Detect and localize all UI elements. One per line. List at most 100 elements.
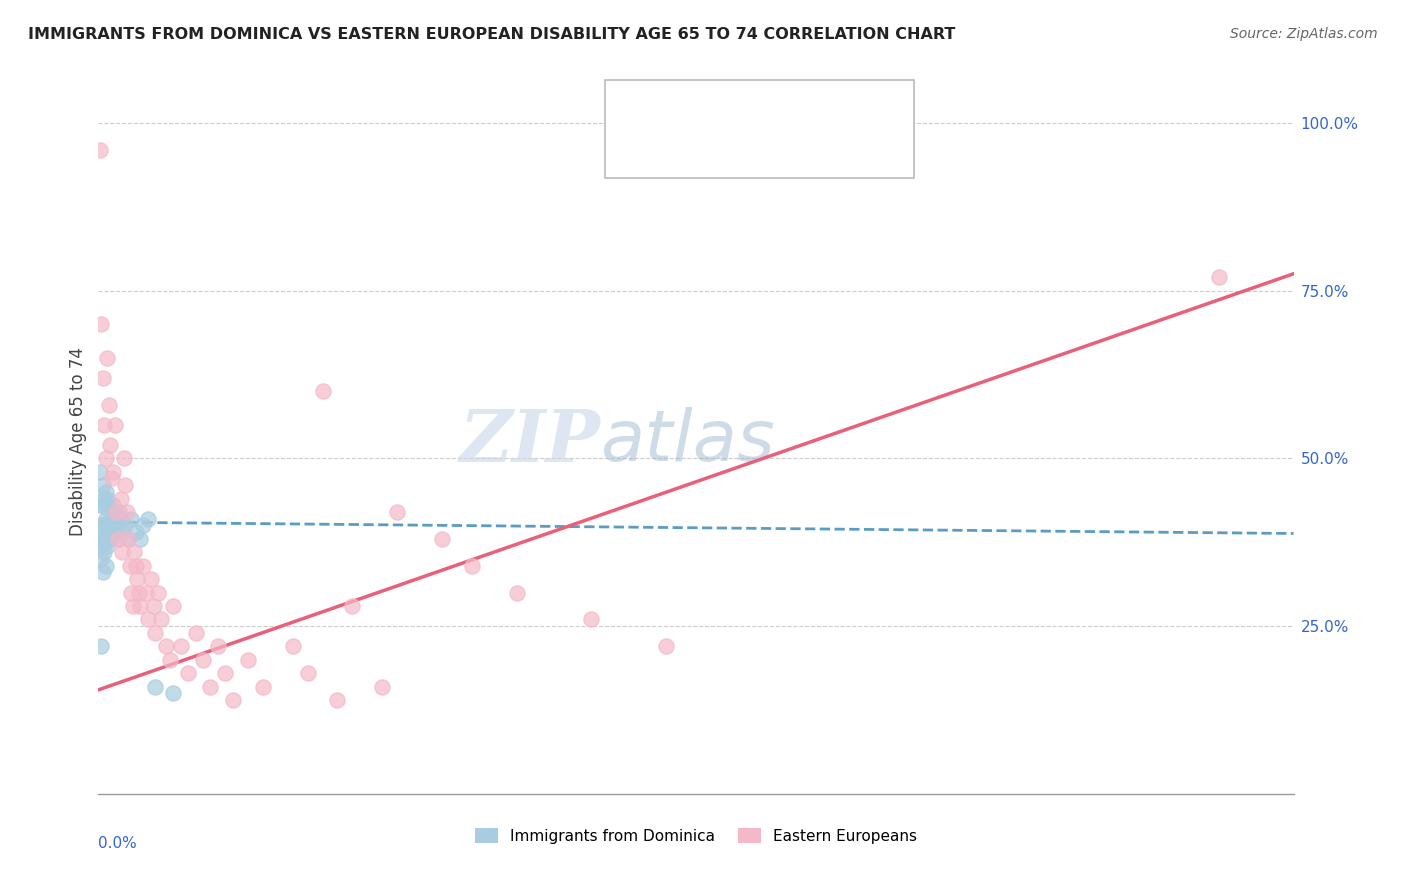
Point — [385, 505, 409, 519]
Text: ZIP: ZIP — [460, 406, 600, 477]
Point — [117, 532, 139, 546]
Point — [97, 498, 120, 512]
Point — [97, 398, 120, 412]
Point — [125, 525, 148, 540]
Point — [129, 532, 152, 546]
Point — [132, 518, 155, 533]
Point — [200, 680, 222, 694]
Point — [96, 351, 118, 365]
Point — [94, 532, 117, 546]
Point — [143, 680, 166, 694]
Y-axis label: Disability Age 65 to 74: Disability Age 65 to 74 — [69, 347, 87, 536]
Point — [342, 599, 364, 613]
Point — [98, 438, 122, 452]
Point — [148, 585, 170, 599]
Point — [101, 471, 124, 485]
Point — [118, 558, 141, 573]
Point — [120, 512, 142, 526]
Point — [93, 545, 115, 559]
Point — [159, 653, 181, 667]
Text: R =   0.423: R = 0.423 — [664, 145, 749, 161]
Point — [98, 505, 122, 519]
Point — [94, 512, 117, 526]
Text: IMMIGRANTS FROM DOMINICA VS EASTERN EUROPEAN DISABILITY AGE 65 TO 74 CORRELATION: IMMIGRANTS FROM DOMINICA VS EASTERN EURO… — [28, 27, 956, 42]
Point — [90, 552, 112, 566]
Point — [169, 639, 191, 653]
Point — [96, 539, 118, 553]
Point — [112, 451, 135, 466]
Point — [94, 558, 117, 573]
Point — [110, 512, 132, 526]
Point — [89, 143, 111, 157]
Point — [184, 625, 207, 640]
Point — [89, 498, 111, 512]
Point — [115, 505, 138, 519]
Point — [93, 417, 115, 432]
Point — [222, 693, 245, 707]
Point — [136, 612, 159, 626]
Point — [121, 599, 143, 613]
Point — [105, 505, 128, 519]
Point — [430, 532, 453, 546]
Text: N = 43: N = 43 — [800, 99, 856, 114]
Point — [108, 505, 131, 519]
Point — [655, 639, 678, 653]
Point — [214, 666, 236, 681]
Point — [101, 518, 124, 533]
Point — [114, 478, 136, 492]
Text: atlas: atlas — [600, 407, 775, 476]
Point — [110, 491, 132, 506]
Point — [162, 686, 184, 700]
Point — [90, 539, 112, 553]
Point — [120, 585, 142, 599]
Point — [91, 566, 114, 580]
Point — [103, 525, 125, 540]
Point — [90, 518, 112, 533]
Point — [91, 371, 114, 385]
Point — [90, 317, 112, 331]
Point — [252, 680, 274, 694]
Point — [127, 572, 149, 586]
Point — [371, 680, 394, 694]
Point — [97, 525, 120, 540]
Point — [155, 639, 177, 653]
Point — [162, 599, 184, 613]
Point — [105, 518, 128, 533]
Point — [506, 585, 529, 599]
Point — [96, 518, 118, 533]
Point — [142, 599, 165, 613]
Point — [143, 625, 166, 640]
Point — [128, 585, 150, 599]
Point — [114, 518, 136, 533]
Point — [311, 384, 333, 399]
Point — [191, 653, 214, 667]
Text: R = -0.008: R = -0.008 — [664, 99, 745, 114]
Point — [129, 599, 152, 613]
FancyBboxPatch shape — [610, 90, 651, 122]
Point — [135, 585, 157, 599]
Point — [103, 498, 125, 512]
Point — [89, 532, 111, 546]
Text: Source: ZipAtlas.com: Source: ZipAtlas.com — [1230, 27, 1378, 41]
Point — [104, 512, 127, 526]
FancyBboxPatch shape — [605, 80, 914, 178]
Point — [91, 532, 114, 546]
Point — [281, 639, 304, 653]
Point — [98, 532, 122, 546]
Point — [91, 478, 114, 492]
Point — [90, 639, 112, 653]
Point — [89, 465, 111, 479]
Point — [136, 512, 159, 526]
Point — [150, 612, 173, 626]
Point — [107, 532, 129, 546]
Point — [236, 653, 259, 667]
Point — [103, 465, 125, 479]
Point — [139, 572, 162, 586]
Point — [104, 417, 127, 432]
Point — [91, 498, 114, 512]
Point — [93, 518, 115, 533]
Legend: Immigrants from Dominica, Eastern Europeans: Immigrants from Dominica, Eastern Europe… — [468, 822, 924, 850]
Point — [461, 558, 484, 573]
Point — [111, 525, 134, 540]
Point — [107, 532, 129, 546]
